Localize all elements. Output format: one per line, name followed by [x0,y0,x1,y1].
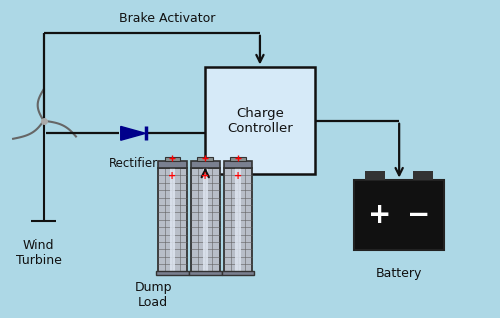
Text: Dump
Load: Dump Load [134,281,172,309]
Text: +: + [168,171,176,181]
Text: Brake Activator: Brake Activator [118,12,215,25]
Bar [164,157,180,161]
Bar [236,168,240,272]
Bar [354,180,444,250]
Bar [189,271,222,275]
Bar [206,67,314,174]
Bar [230,157,246,161]
Polygon shape [120,127,146,140]
Bar [198,157,213,161]
Text: Wind
Turbine: Wind Turbine [16,238,62,266]
Bar [156,271,189,275]
Text: +: + [201,171,209,181]
Bar [366,171,385,180]
Bar [158,161,187,168]
Text: +: + [234,171,242,181]
Text: Charge
Controller: Charge Controller [227,107,293,135]
Bar [224,168,252,272]
Bar [158,168,187,272]
Bar [191,161,220,168]
Text: Rectifier: Rectifier [108,157,158,170]
Text: Battery: Battery [376,267,422,280]
Bar [202,168,208,272]
Bar [413,171,433,180]
Bar [224,161,252,168]
Bar [222,271,254,275]
Bar [170,168,175,272]
Text: +: + [368,201,391,229]
Text: −: − [408,201,430,229]
Bar [191,168,220,272]
